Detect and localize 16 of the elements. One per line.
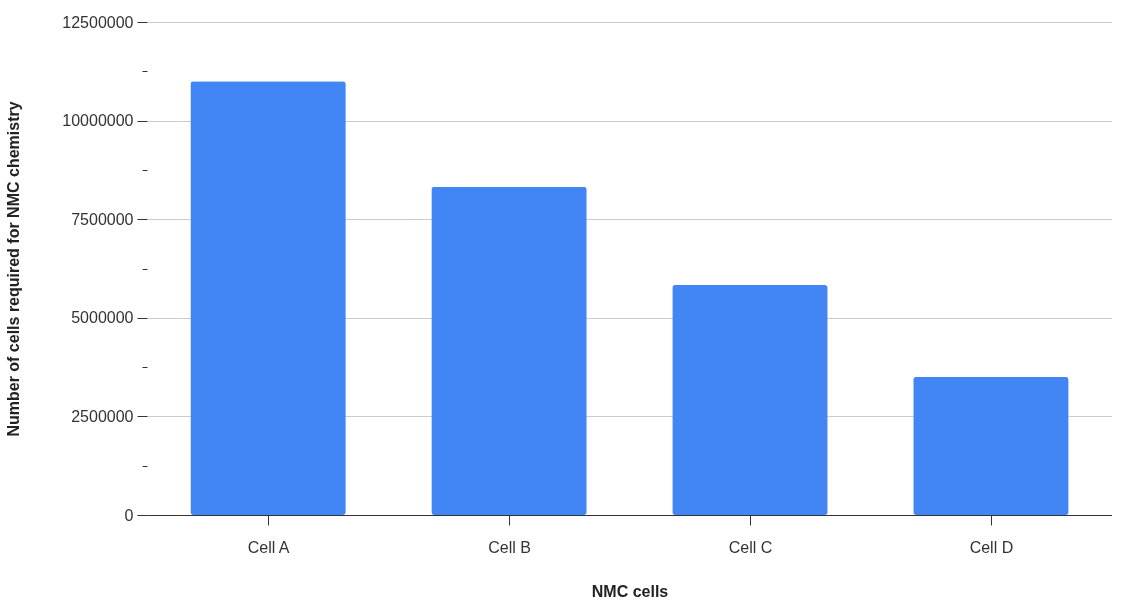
y-axis-title: Number of cells required for NMC chemistry [5,101,23,437]
y-tick-label: 2500000 [71,407,134,425]
x-tick-label: Cell D [969,538,1014,556]
y-tick-label: 10000000 [62,112,134,130]
x-axis-title: NMC cells [591,582,669,600]
y-tick-label: 0 [124,506,134,524]
x-tick-label: Cell B [488,538,531,556]
bar [913,376,1069,515]
bar [672,285,828,515]
bar [431,186,587,515]
x-tick-label: Cell A [247,538,290,556]
x-tick-label: Cell C [728,538,773,556]
y-tick-label: 5000000 [71,309,134,327]
y-tick-label: 12500000 [62,13,134,31]
bar [190,81,346,515]
y-tick-label: 7500000 [71,210,134,228]
